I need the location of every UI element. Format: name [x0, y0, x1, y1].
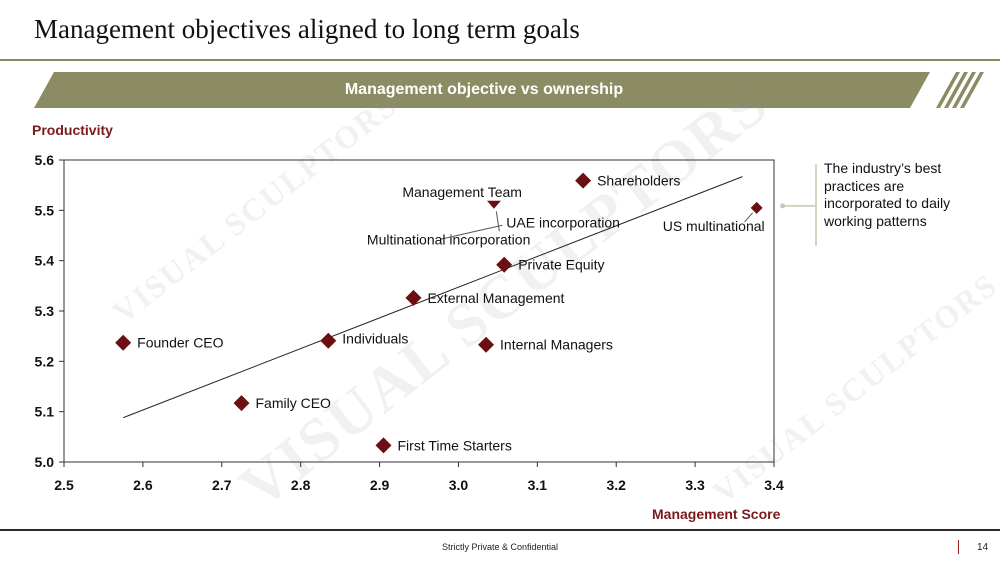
data-point — [233, 395, 250, 412]
x-tick-label: 2.5 — [54, 477, 74, 493]
data-label: External Management — [427, 290, 564, 306]
data-label: Founder CEO — [137, 335, 223, 351]
data-point — [575, 172, 592, 189]
y-tick-label: 5.0 — [35, 454, 55, 470]
banner-background — [34, 72, 930, 108]
x-tick-label: 2.6 — [133, 477, 153, 493]
banner-stripe — [952, 72, 976, 108]
section-banner — [34, 72, 984, 108]
data-label: Management Team — [402, 184, 522, 200]
y-tick-label: 5.6 — [35, 152, 55, 168]
x-tick-label: 3.4 — [764, 477, 784, 493]
y-tick-label: 5.4 — [35, 253, 55, 269]
data-label: Shareholders — [597, 173, 680, 189]
y-tick-label: 5.2 — [35, 353, 55, 369]
x-tick-label: 3.2 — [606, 477, 626, 493]
data-point — [750, 201, 763, 214]
y-tick-label: 5.5 — [35, 202, 55, 218]
data-label: Private Equity — [518, 257, 604, 273]
callout-text: The industry’s best practices are incorp… — [824, 160, 951, 229]
data-label: Individuals — [342, 331, 408, 347]
data-point — [486, 200, 501, 209]
banner-stripe — [936, 72, 960, 108]
footer-divider — [0, 529, 1000, 531]
x-tick-label: 2.7 — [212, 477, 232, 493]
data-label-leader — [440, 224, 503, 240]
y-tick-label: 5.1 — [35, 404, 55, 420]
data-label-leader — [495, 211, 500, 232]
y-axis-title: Productivity — [32, 122, 113, 138]
page-number: 14 — [977, 542, 989, 553]
callout-connector-dot — [780, 203, 786, 209]
x-tick-label: 2.8 — [291, 477, 311, 493]
y-tick-label: 5.3 — [35, 303, 55, 319]
data-point — [320, 332, 337, 349]
banner-title: Management objective vs ownership — [344, 81, 624, 98]
x-tick-label: 3.1 — [528, 477, 548, 493]
banner-stripes-icon — [936, 72, 984, 108]
x-tick-label: 2.9 — [370, 477, 390, 493]
data-label: Multinational incorporation — [367, 231, 530, 247]
page-number-separator — [958, 540, 959, 554]
data-point — [496, 256, 513, 273]
data-point — [375, 437, 392, 454]
x-tick-label: 3.0 — [449, 477, 469, 493]
slide-title: Management objectives aligned to long te… — [34, 14, 580, 44]
data-label: Family CEO — [256, 395, 332, 411]
footer-confidential: Strictly Private & Confidential — [441, 542, 559, 552]
data-label: Internal Managers — [500, 337, 613, 353]
data-point — [405, 289, 422, 306]
trendline — [122, 176, 743, 419]
banner-stripe — [960, 72, 984, 108]
title-divider — [0, 59, 1000, 61]
banner-stripe — [944, 72, 968, 108]
data-point — [115, 334, 132, 351]
data-label: First Time Starters — [398, 437, 512, 453]
data-label: US multinational — [663, 218, 765, 234]
x-tick-label: 3.3 — [685, 477, 705, 493]
data-label-leader — [744, 212, 754, 223]
x-axis-title: Management Score — [652, 506, 781, 522]
data-point — [478, 336, 495, 353]
data-label: UAE incorporation — [506, 214, 620, 230]
